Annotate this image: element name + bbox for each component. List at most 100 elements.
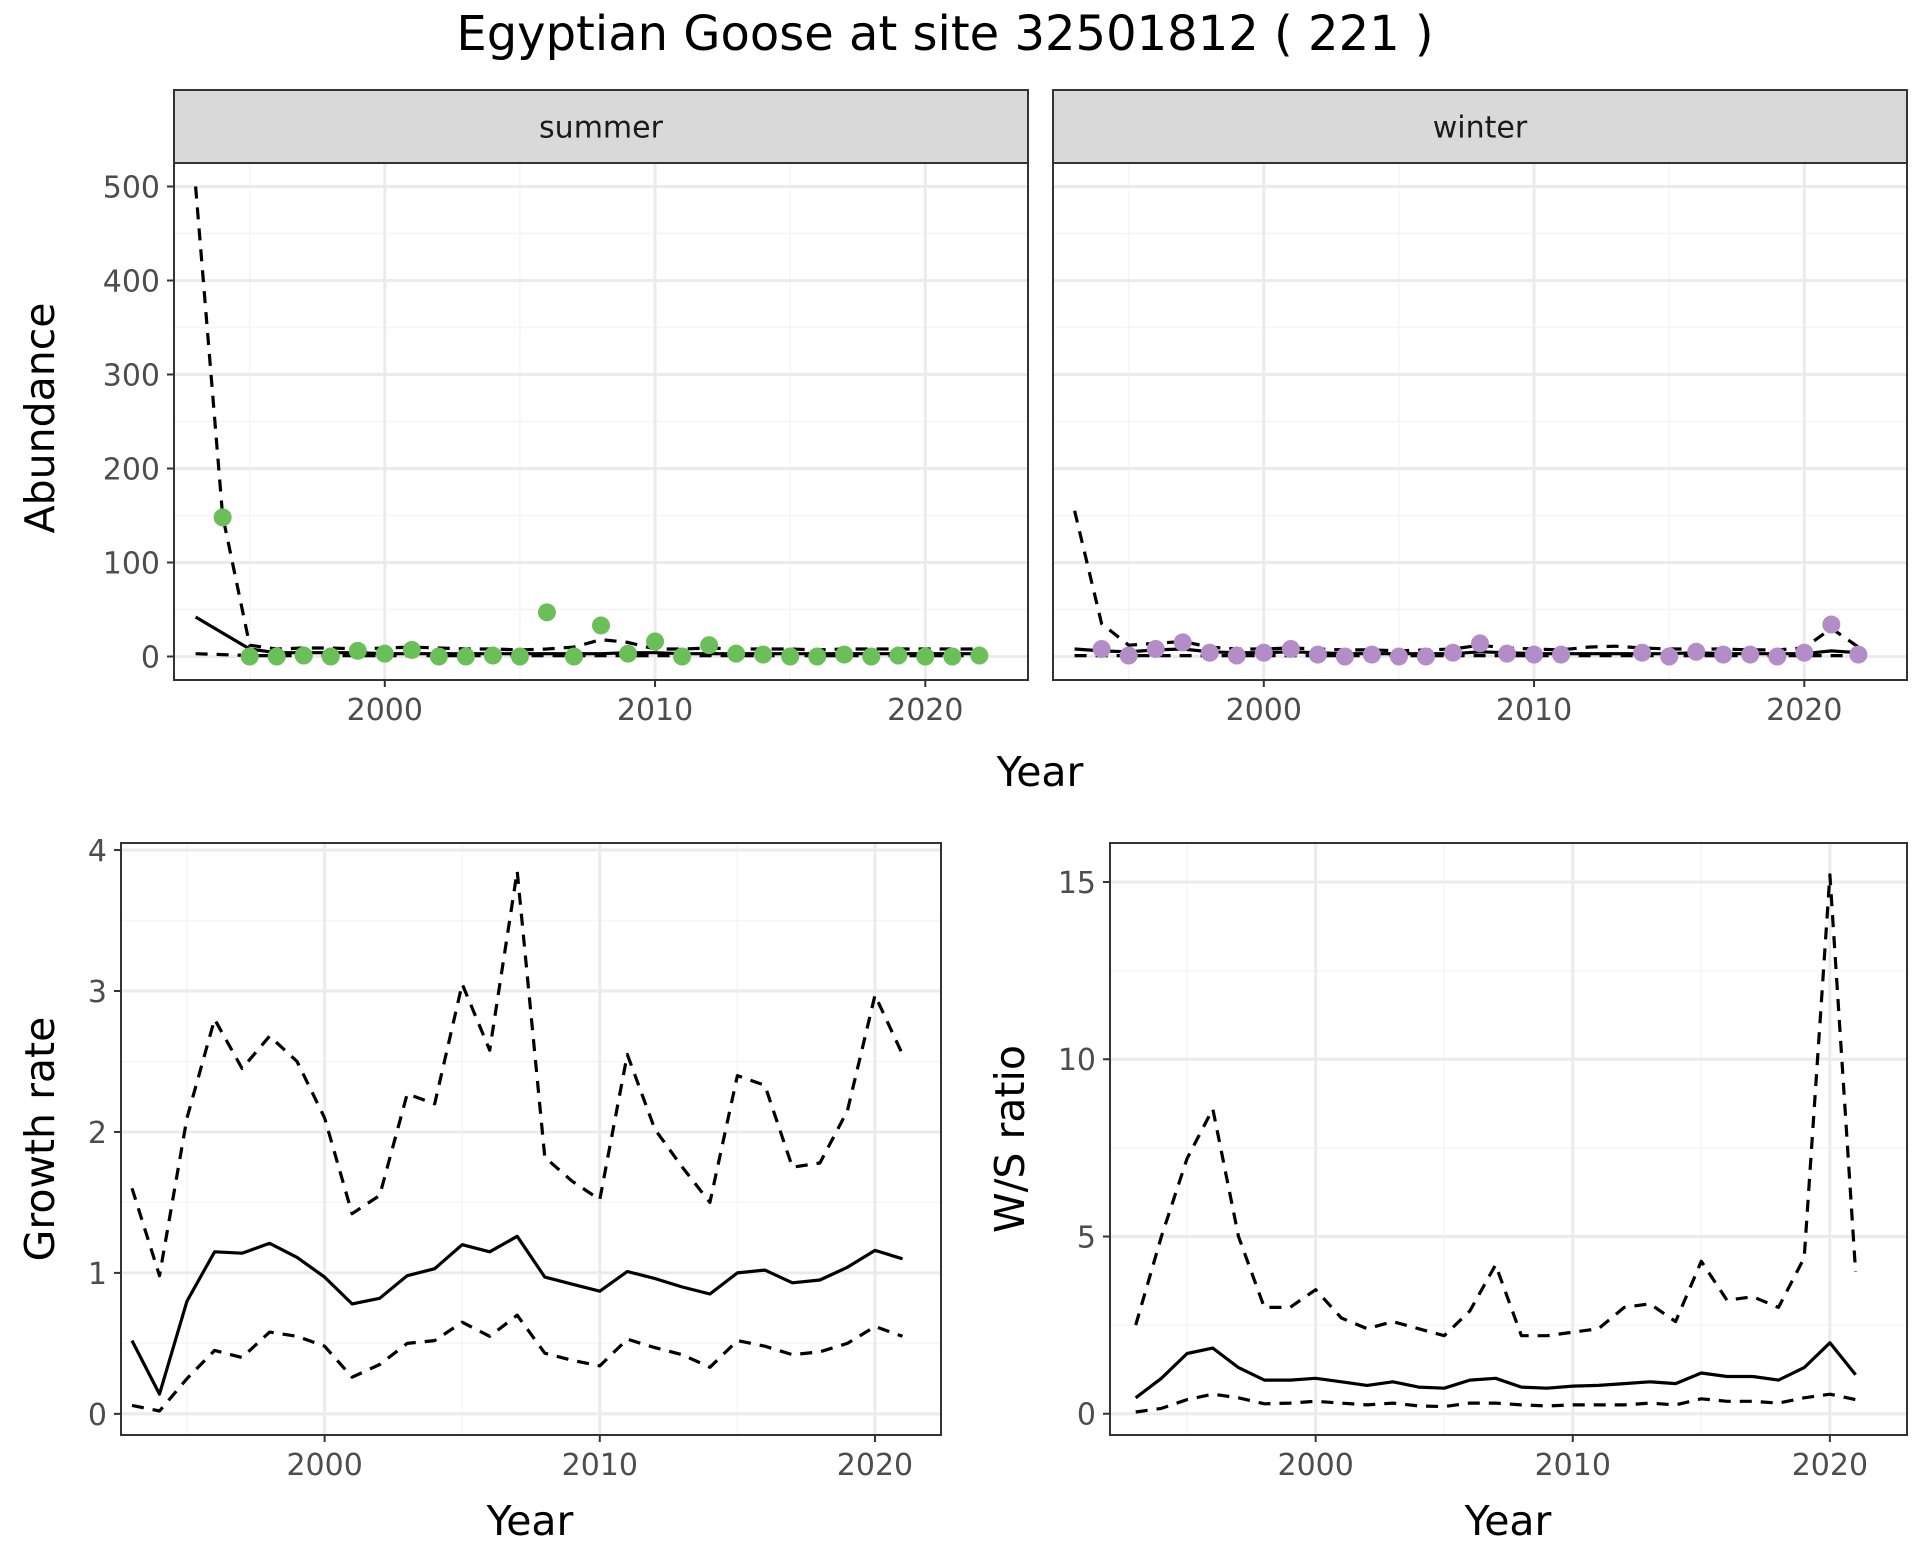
growth-x-tick-label: 2020	[837, 1448, 913, 1483]
ratio-x-tick-label: 2010	[1535, 1448, 1611, 1483]
winter-observed-point	[1687, 642, 1706, 661]
summer-observed-point	[213, 508, 232, 527]
growth-y-axis-title: Growth rate	[16, 1017, 64, 1262]
winter-strip	[1052, 89, 1908, 164]
growth-x-axis-title: Year	[486, 1497, 574, 1545]
summer-y-tick-label: 200	[103, 453, 160, 488]
chart-title: Egyptian Goose at site 32501812 ( 221 )	[456, 6, 1433, 62]
summer-observed-point	[862, 647, 881, 666]
ratio-y-tick-label: 5	[1077, 1220, 1096, 1255]
summer-observed-point	[646, 632, 665, 651]
growth-upper-line	[130, 869, 904, 1278]
summer-y-tick-label: 100	[103, 547, 160, 582]
panel-winter: winter 2000 2010 2020	[1052, 89, 1908, 728]
winter-x-tick-label: 2020	[1766, 693, 1842, 728]
summer-observed-point	[510, 647, 529, 666]
winter-observed-point	[1552, 645, 1571, 664]
summer-observed-point	[456, 647, 475, 666]
top-x-axis-title: Year	[996, 748, 1084, 796]
summer-strip	[173, 89, 1029, 164]
summer-observed-point	[429, 647, 448, 666]
summer-observed-point	[564, 647, 583, 666]
ratio-y-axis-title: W/S ratio	[986, 1045, 1034, 1233]
ratio-upper-line	[1134, 873, 1858, 1338]
summer-observed-point	[943, 647, 962, 666]
summer-y-tick-label: 0	[141, 641, 160, 676]
growth-estimate-line	[130, 1234, 903, 1396]
growth-y-tick-label: 4	[88, 834, 107, 869]
winter-observed-point	[1741, 645, 1760, 664]
summer-observed-point	[808, 647, 827, 666]
winter-observed-point	[1714, 645, 1733, 664]
summer-observed-point	[267, 647, 286, 666]
growth-lower-line	[131, 1313, 904, 1413]
ratio-y-tick-label: 0	[1077, 1398, 1096, 1433]
ratio-y-tick-label: 10	[1058, 1043, 1096, 1078]
winter-observed-point	[1281, 639, 1300, 658]
summer-observed-point	[537, 603, 556, 622]
summer-strip-label: summer	[539, 111, 664, 146]
growth-plot-area	[121, 843, 941, 1435]
winter-observed-point	[1768, 647, 1787, 666]
winter-observed-point	[1660, 647, 1679, 666]
ratio-plot-area	[1110, 843, 1907, 1435]
growth-y-tick-label: 1	[88, 1257, 107, 1292]
winter-observed-point	[1146, 639, 1165, 658]
summer-observed-point	[970, 646, 989, 665]
summer-observed-point	[889, 646, 908, 665]
ratio-panel-border	[1109, 842, 1908, 1436]
summer-observed-point	[402, 640, 421, 659]
panel-growth-rate: 2000 2010 2020 0 1 2 3 4 Year Growth rate	[16, 834, 942, 1545]
winter-observed-point	[1200, 643, 1219, 662]
winter-x-tick-label: 2010	[1496, 693, 1572, 728]
ratio-lower-line	[1135, 1392, 1856, 1414]
summer-observed-point	[483, 646, 502, 665]
summer-observed-point	[754, 645, 773, 664]
summer-observed-point	[348, 641, 367, 660]
winter-strip-label: winter	[1433, 111, 1528, 146]
growth-panel-border	[120, 842, 942, 1436]
summer-observed-point	[294, 646, 313, 665]
winter-observed-point	[1362, 645, 1381, 664]
ratio-y-tick-label: 15	[1058, 866, 1096, 901]
panel-ws-ratio: 2000 2010 2020 0 5 10 15 Year W/S ratio	[986, 842, 1908, 1545]
winter-observed-point	[1254, 643, 1273, 662]
winter-observed-point	[1443, 643, 1462, 662]
winter-observed-point	[1416, 647, 1435, 666]
summer-y-tick-label: 300	[103, 359, 160, 394]
summer-observed-point	[321, 647, 340, 666]
summer-x-tick-label: 2020	[887, 693, 963, 728]
top-y-axis-title: Abundance	[16, 303, 64, 534]
growth-y-tick-label: 3	[88, 975, 107, 1010]
winter-observed-point	[1227, 646, 1246, 665]
winter-observed-point	[1335, 647, 1354, 666]
summer-observed-point	[619, 644, 638, 663]
growth-x-tick-label: 2000	[286, 1448, 362, 1483]
growth-x-tick-label: 2010	[562, 1448, 638, 1483]
ratio-x-tick-label: 2020	[1792, 1448, 1868, 1483]
summer-observed-point	[916, 647, 935, 666]
panel-summer: summer 2000 2010 2020 0 100 200 300 400 500	[103, 89, 1029, 728]
summer-x-tick-label: 2000	[347, 693, 423, 728]
ratio-x-axis-title: Year	[1464, 1497, 1552, 1545]
summer-x-tick-label: 2010	[617, 693, 693, 728]
summer-upper-line	[194, 186, 980, 652]
growth-y-tick-label: 2	[88, 1116, 107, 1151]
summer-observed-point	[700, 636, 719, 655]
summer-observed-point	[781, 647, 800, 666]
summer-observed-point	[727, 644, 746, 663]
winter-observed-point	[1119, 646, 1138, 665]
summer-observed-point	[375, 644, 394, 663]
winter-observed-point	[1822, 615, 1841, 634]
ratio-x-tick-label: 2000	[1277, 1448, 1353, 1483]
summer-y-tick-label: 500	[103, 171, 160, 206]
growth-y-tick-label: 0	[88, 1398, 107, 1433]
winter-observed-point	[1389, 647, 1408, 666]
summer-observed-point	[673, 647, 692, 666]
summer-observed-point	[835, 645, 854, 664]
summer-y-tick-label: 400	[103, 265, 160, 300]
winter-observed-point	[1498, 644, 1517, 663]
winter-observed-point	[1092, 639, 1111, 658]
winter-observed-point	[1173, 633, 1192, 652]
